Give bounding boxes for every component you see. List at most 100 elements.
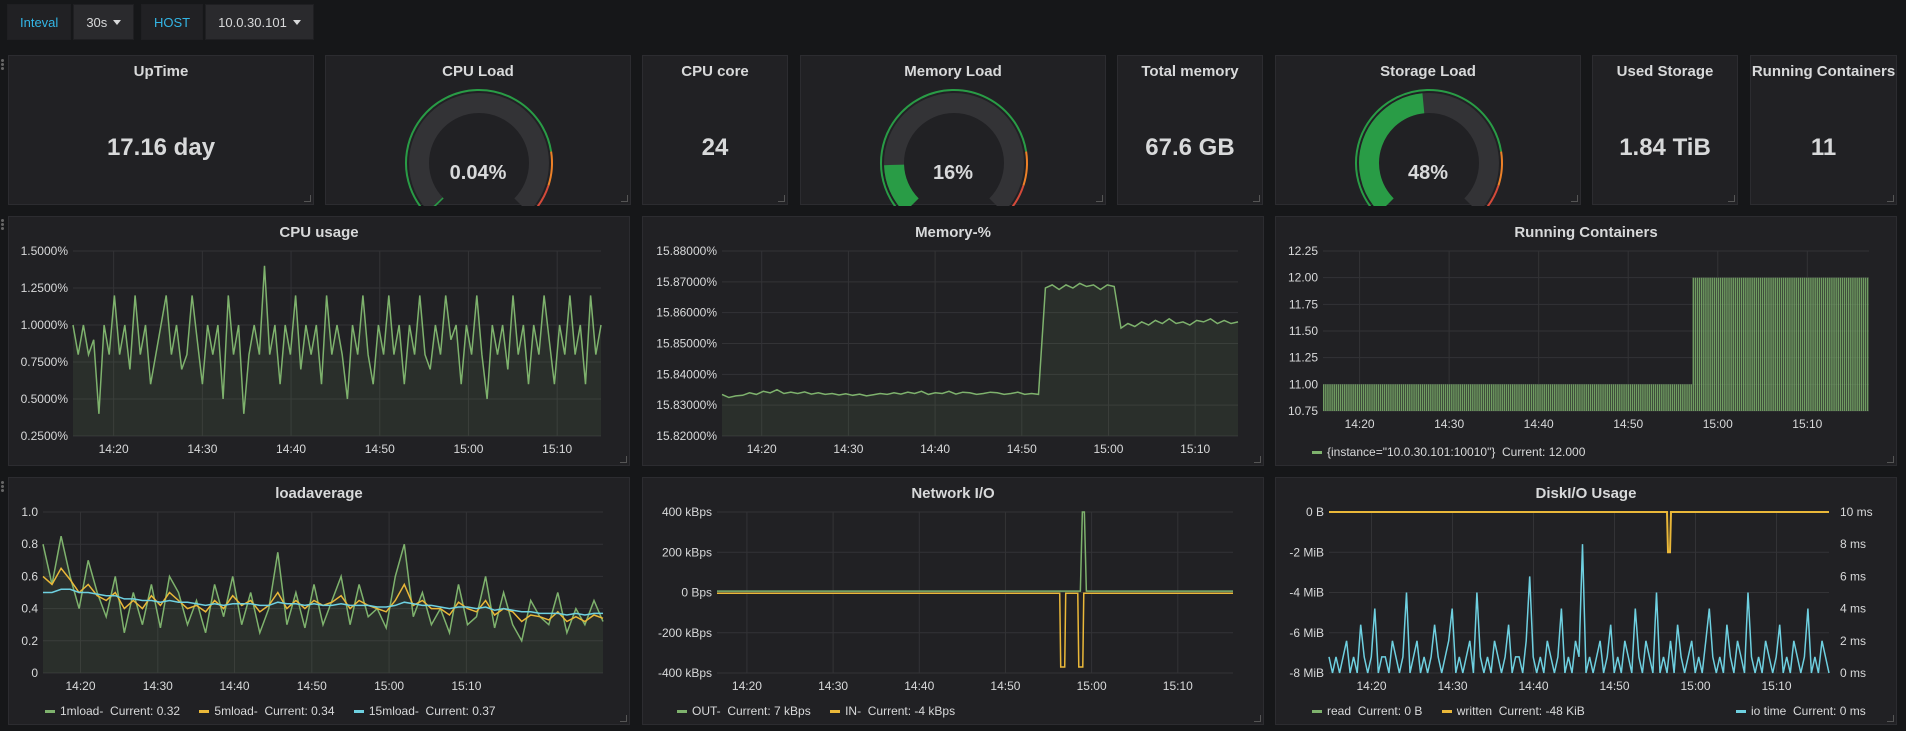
y-tick-label: 15.88000% bbox=[656, 244, 717, 258]
legend-item[interactable]: 15mload- Current: 0.37 bbox=[353, 704, 496, 718]
container-bar bbox=[1610, 384, 1613, 411]
resize-handle-icon[interactable] bbox=[620, 456, 627, 463]
panel-uptime[interactable]: UpTime 17.16 day bbox=[8, 55, 314, 205]
panel-title[interactable]: DiskI/O Usage bbox=[1535, 485, 1637, 502]
resize-handle-icon[interactable] bbox=[304, 195, 311, 202]
container-bar bbox=[1562, 384, 1564, 411]
resize-handle-icon[interactable] bbox=[1096, 195, 1103, 202]
container-bar bbox=[1526, 384, 1529, 411]
panel-loadaverage[interactable]: loadaverage 1.0 0.8 0.6 0.4 0.2 0 14:20 14:30 14… bbox=[8, 477, 630, 725]
container-bar bbox=[1816, 277, 1818, 411]
resize-handle-icon[interactable] bbox=[778, 195, 785, 202]
legend-item[interactable]: read Current: 0 B bbox=[1312, 704, 1422, 718]
panel-title[interactable]: Used Storage bbox=[1616, 63, 1714, 80]
container-bar bbox=[1554, 384, 1556, 411]
resize-handle-icon[interactable] bbox=[1887, 195, 1894, 202]
resize-handle-icon[interactable] bbox=[1571, 195, 1578, 202]
panel-title[interactable]: Storage Load bbox=[1380, 63, 1476, 80]
resize-handle-icon[interactable] bbox=[1254, 456, 1261, 463]
panel-title[interactable]: Memory-% bbox=[915, 224, 991, 241]
container-bar bbox=[1444, 384, 1447, 411]
panel-memory-load[interactable]: Memory Load 16% bbox=[800, 55, 1106, 206]
panel-title[interactable]: loadaverage bbox=[275, 485, 363, 502]
x-tick-label: 14:20 bbox=[99, 442, 129, 456]
container-bar bbox=[1560, 384, 1562, 411]
panel-disk-io[interactable]: DiskI/O Usage 0 B -2 MiB -4 MiB -6 MiB -8 Mi… bbox=[1275, 477, 1897, 725]
container-bar bbox=[1346, 384, 1348, 411]
host-dropdown[interactable]: 10.0.30.101 bbox=[205, 4, 314, 40]
container-bar bbox=[1606, 384, 1608, 411]
legend-item[interactable]: {instance="10.0.30.101:10010"} Current: … bbox=[1312, 445, 1585, 459]
container-bar bbox=[1608, 384, 1611, 411]
threshold-green-arc bbox=[1355, 89, 1503, 206]
y-tick-label: -200 kBps bbox=[658, 626, 712, 640]
panel-title[interactable]: UpTime bbox=[133, 63, 189, 80]
resize-handle-icon[interactable] bbox=[1728, 195, 1735, 202]
container-bar bbox=[1472, 384, 1474, 411]
panel-cpu-load[interactable]: CPU Load 0.04% bbox=[325, 55, 631, 206]
panel-title[interactable]: Network I/O bbox=[911, 485, 995, 502]
panel-cpu-usage[interactable]: CPU usage 1.5000% 1.2500% 1.0000% 0.7500% 0.… bbox=[8, 216, 630, 466]
y-tick-label: 0.7500% bbox=[21, 355, 69, 369]
legend-item[interactable]: written Current: -48 KiB bbox=[1441, 704, 1585, 718]
container-bar bbox=[1673, 384, 1676, 411]
container-bar bbox=[1453, 384, 1455, 411]
container-bar bbox=[1764, 277, 1766, 411]
y-tick-label: 0.8 bbox=[21, 537, 38, 551]
container-bar bbox=[1663, 384, 1665, 411]
panel-network-io[interactable]: Network I/O 400 kBps 200 kBps 0 Bps -200 kB… bbox=[642, 477, 1264, 725]
y-tick-label: 15.84000% bbox=[656, 367, 717, 381]
container-bar bbox=[1409, 384, 1411, 411]
panel-title[interactable]: Running Containers bbox=[1514, 224, 1658, 241]
container-bar bbox=[1726, 277, 1728, 411]
x-tick-label: 14:30 bbox=[1437, 679, 1467, 693]
resize-handle-icon[interactable] bbox=[621, 195, 628, 202]
resize-handle-icon[interactable] bbox=[1253, 195, 1260, 202]
legend-item[interactable]: IN- Current: -4 kBps bbox=[830, 704, 955, 718]
container-bar bbox=[1360, 384, 1363, 411]
panel-memory-pct[interactable]: Memory-% 15.88000% 15.87000% 15.86000% 15.8… bbox=[642, 216, 1264, 466]
loadaverage-chart: 1.0 0.8 0.6 0.4 0.2 0 14:20 14:30 14:40 14:50 15:0… bbox=[21, 505, 604, 693]
storage-load-gauge bbox=[1355, 89, 1503, 206]
panel-cpu-core[interactable]: CPU core 24 bbox=[642, 55, 788, 205]
container-bar bbox=[1350, 384, 1352, 411]
legend-item[interactable]: 5mload- Current: 0.34 bbox=[199, 704, 335, 718]
row-drag-handle-icon[interactable] bbox=[1, 480, 6, 494]
row-drag-handle-icon[interactable] bbox=[1, 218, 6, 232]
stat-value: 67.6 GB bbox=[1145, 134, 1235, 161]
container-bar bbox=[1591, 384, 1594, 411]
panel-running-containers[interactable]: Running Containers 12.25 12.00 11.75 11.50 1… bbox=[1275, 216, 1897, 466]
row-drag-handle-icon[interactable] bbox=[1, 58, 6, 72]
y-tick-label: 0 bbox=[31, 666, 38, 680]
container-bar bbox=[1793, 277, 1795, 411]
panel-title[interactable]: CPU Load bbox=[442, 63, 514, 80]
legend-item[interactable]: 1mload- Current: 0.32 bbox=[45, 704, 180, 718]
panel-title[interactable]: CPU usage bbox=[279, 224, 359, 241]
y-tick-label: 15.85000% bbox=[656, 337, 717, 351]
panel-storage-load[interactable]: Storage Load 48% bbox=[1275, 55, 1581, 206]
panel-total-memory[interactable]: Total memory 67.6 GB bbox=[1117, 55, 1263, 205]
container-bar bbox=[1566, 384, 1569, 411]
x-tick-label: 14:30 bbox=[187, 442, 217, 456]
container-bar bbox=[1438, 384, 1440, 411]
threshold-red-arc bbox=[536, 185, 550, 206]
container-bar bbox=[1421, 384, 1424, 411]
container-bar bbox=[1512, 384, 1514, 411]
x-tick-label: 14:40 bbox=[920, 442, 950, 456]
panel-title[interactable]: Memory Load bbox=[904, 63, 1002, 80]
panel-title[interactable]: Running Containers bbox=[1751, 63, 1896, 80]
panel-title[interactable]: CPU core bbox=[681, 63, 749, 80]
panel-used-storage[interactable]: Used Storage 1.84 TiB bbox=[1592, 55, 1738, 205]
legend-item[interactable]: OUT- Current: 7 kBps bbox=[677, 704, 811, 718]
running-containers-chart: 12.25 12.00 11.75 11.50 11.25 11.00 10.75 14:20… bbox=[1288, 244, 1869, 431]
container-bar bbox=[1669, 384, 1671, 411]
resize-handle-icon[interactable] bbox=[1887, 456, 1894, 463]
resize-handle-icon[interactable] bbox=[1887, 715, 1894, 722]
resize-handle-icon[interactable] bbox=[620, 715, 627, 722]
resize-handle-icon[interactable] bbox=[1254, 715, 1261, 722]
legend-current: Current: 7 kBps bbox=[727, 704, 811, 718]
legend-item[interactable]: io time Current: 0 ms bbox=[1736, 704, 1866, 718]
panel-title[interactable]: Total memory bbox=[1141, 63, 1239, 80]
panel-running-containers-stat[interactable]: Running Containers 11 bbox=[1750, 55, 1897, 205]
interval-dropdown[interactable]: 30s bbox=[73, 4, 135, 40]
